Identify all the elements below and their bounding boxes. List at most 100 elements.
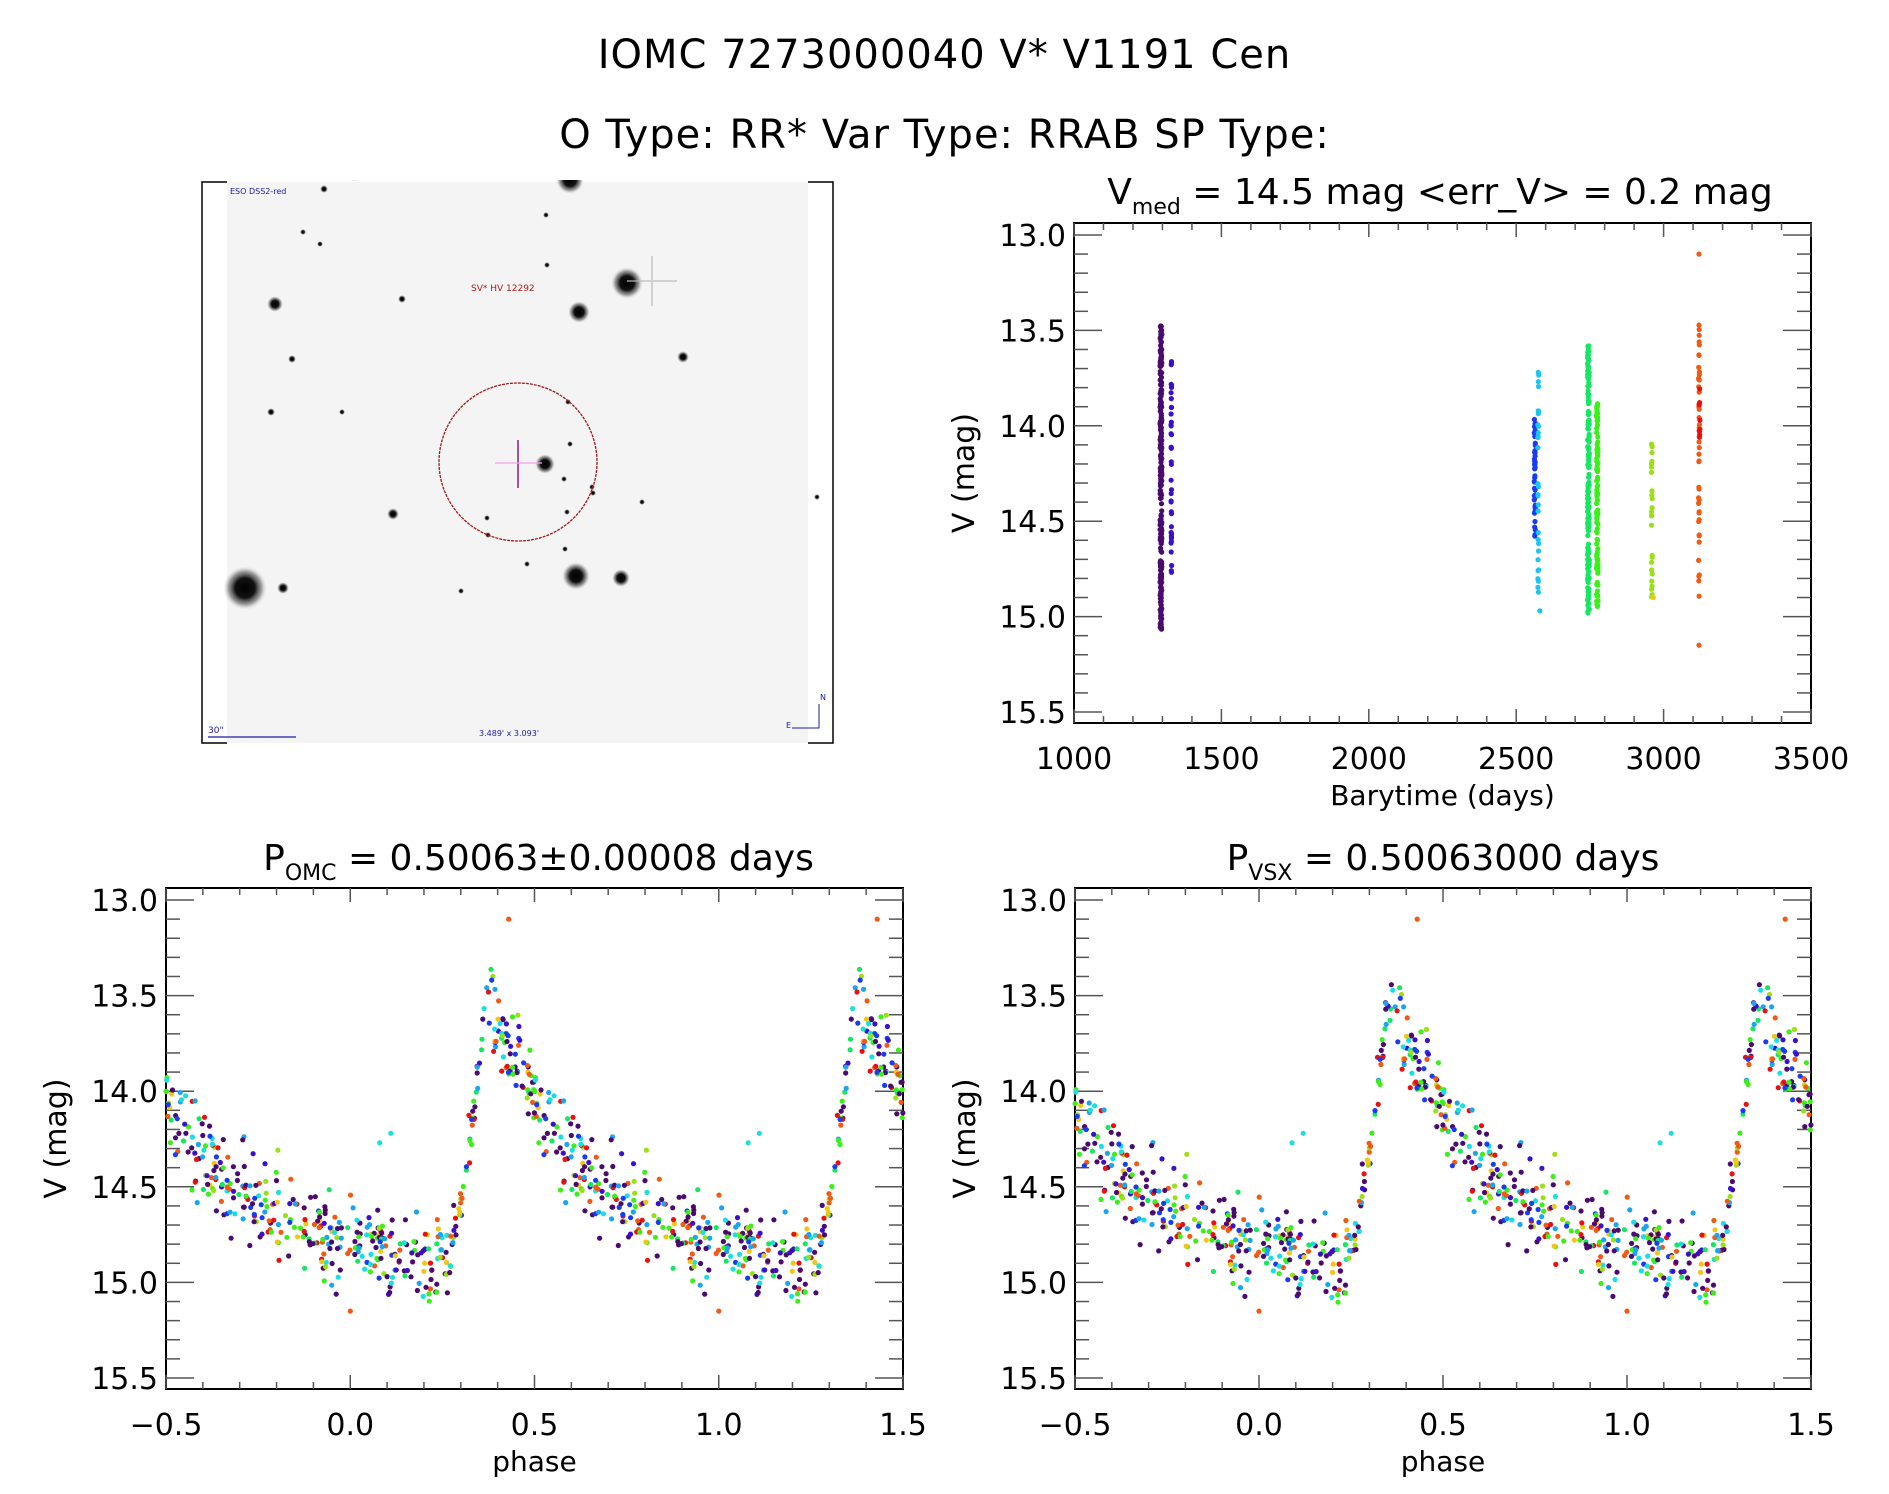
phase-vsx-point — [1270, 1268, 1276, 1274]
phase-vsx-point — [1496, 1173, 1502, 1179]
lightcurve-point — [1158, 331, 1164, 337]
phase-omc-point — [609, 1204, 615, 1210]
phase-omc-point — [176, 1130, 182, 1136]
phase-vsx-point — [1196, 1220, 1202, 1226]
phase-vsx-point — [1517, 1189, 1523, 1195]
lightcurve-point — [1594, 541, 1600, 547]
lightcurve-point — [1595, 598, 1601, 604]
lightcurve-point — [1158, 346, 1164, 352]
phase-vsx-point — [1685, 1251, 1691, 1257]
phase-vsx-point — [1486, 1143, 1492, 1149]
phase-vsx-point — [1552, 1244, 1558, 1250]
phase-omc-point — [345, 1225, 351, 1231]
phase-vsx-point — [1119, 1193, 1125, 1199]
phase-omc-point — [843, 1064, 849, 1070]
lightcurve-point — [1158, 401, 1164, 407]
phase-omc-point — [690, 1220, 696, 1226]
phase-vsx-point — [1746, 1054, 1752, 1060]
lightcurve-point — [1532, 505, 1538, 511]
phase-vsx-point — [1301, 1268, 1307, 1274]
phase-vsx-point — [1698, 1261, 1704, 1267]
phase-vsx-point — [1517, 1210, 1523, 1216]
phase-vsx-point — [1485, 1182, 1491, 1188]
lightcurve-point — [1158, 531, 1164, 537]
lightcurve-point — [1157, 371, 1163, 377]
phase-omc-point — [550, 1121, 556, 1127]
lightcurve-point — [1585, 545, 1591, 551]
lightcurve-point — [1586, 343, 1592, 349]
phase-omc-point — [257, 1234, 263, 1240]
lightcurve-point — [1586, 459, 1592, 465]
phase-omc-point — [745, 1225, 751, 1231]
phase-omc-point — [847, 1036, 854, 1042]
phase-vsx-point — [1377, 1081, 1383, 1088]
lightcurve-point — [1158, 473, 1164, 479]
phase-vsx-point — [1654, 1240, 1660, 1246]
lightcurve-point — [1158, 466, 1164, 472]
phase-vsx-point — [1662, 1293, 1668, 1299]
lightcurve-point — [1595, 445, 1601, 451]
phase-omc-point — [500, 1054, 506, 1060]
phase-omc-point — [748, 1223, 754, 1229]
phase-vsx-point — [1404, 1045, 1410, 1051]
phase-omc-point — [226, 1186, 233, 1192]
phase-vsx-point — [1786, 1029, 1792, 1035]
lightcurve-point — [1536, 567, 1542, 573]
lightcurve-point — [1158, 329, 1164, 335]
lightcurve-point — [1586, 600, 1592, 606]
phase-vsx-point — [1663, 1291, 1669, 1297]
phase-vsx-point — [1425, 1051, 1431, 1057]
phase-omc-point — [609, 1134, 616, 1140]
phase-vsx-point — [1236, 1248, 1242, 1254]
phase-omc-point — [264, 1204, 270, 1210]
phase-omc-point — [354, 1217, 360, 1223]
phase-omc-point — [815, 1270, 821, 1276]
phase-omc-xtick-label: 1.0 — [695, 1408, 743, 1443]
phase-omc-point — [618, 1201, 624, 1207]
lightcurve-point — [1594, 447, 1600, 453]
phase-omc-point — [389, 1252, 395, 1258]
phase-omc-point — [746, 1239, 752, 1245]
phase-vsx-point — [1498, 1219, 1504, 1225]
phase-vsx-point — [1377, 1056, 1383, 1062]
phase-omc-point — [422, 1231, 428, 1237]
lightcurve-point — [1594, 579, 1600, 586]
phase-omc-point — [816, 1233, 822, 1239]
phase-vsx-point — [1484, 1190, 1490, 1196]
phase-vsx-point — [1116, 1190, 1122, 1196]
phase-vsx-point — [1139, 1195, 1146, 1201]
lightcurve-point — [1158, 513, 1164, 519]
phase-vsx-point — [1331, 1232, 1337, 1238]
lightcurve-point — [1157, 398, 1164, 404]
phase-omc-point — [564, 1156, 571, 1162]
lightcurve-point — [1158, 430, 1164, 436]
phase-vsx-point — [1807, 1091, 1813, 1097]
phase-vsx-point — [1655, 1257, 1661, 1263]
phase-omc-point — [376, 1275, 382, 1281]
lightcurve-point — [1586, 557, 1592, 563]
phase-omc-point — [224, 1177, 230, 1183]
lightcurve-point — [1157, 527, 1163, 533]
phase-omc-point — [720, 1251, 726, 1258]
phase-omc-point — [883, 1012, 890, 1018]
phase-omc-point — [541, 1113, 547, 1119]
phase-vsx-point — [1507, 1195, 1514, 1201]
lightcurve-point — [1158, 608, 1164, 614]
lightcurve-point — [1532, 461, 1538, 467]
phase-omc-point — [627, 1231, 634, 1237]
lightcurve-point — [1594, 418, 1600, 424]
phase-omc-point — [656, 1176, 662, 1182]
phase-omc-point — [167, 1140, 173, 1146]
lightcurve-point — [1159, 508, 1165, 514]
phase-vsx-point — [1565, 1180, 1571, 1186]
lightcurve-point — [1595, 521, 1601, 527]
phase-omc-point — [294, 1201, 300, 1207]
phase-omc-point — [437, 1254, 443, 1260]
lightcurve-point — [1594, 447, 1600, 453]
phase-omc-point — [457, 1209, 463, 1215]
phase-omc-point — [840, 1116, 846, 1122]
lightcurve-point — [1168, 568, 1174, 574]
phase-omc-point — [492, 1026, 498, 1032]
phase-omc-point — [760, 1267, 767, 1273]
phase-omc-point — [728, 1253, 734, 1259]
